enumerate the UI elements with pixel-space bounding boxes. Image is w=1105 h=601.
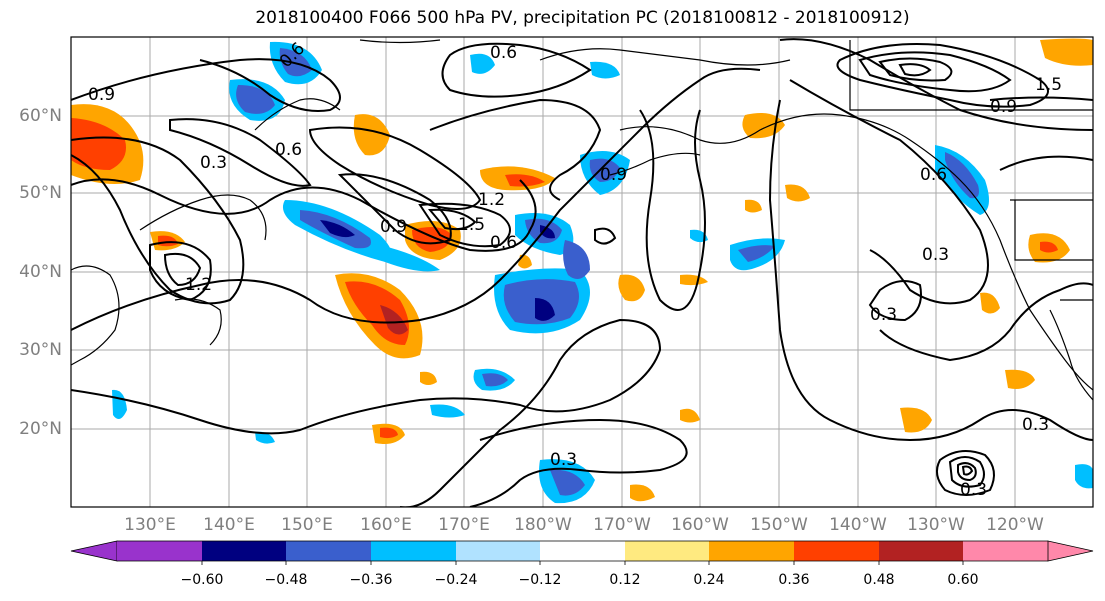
contour-label: 0.3 <box>960 480 987 500</box>
contour-label: 1.5 <box>1035 75 1062 95</box>
lon-label: 180°W <box>514 515 572 535</box>
colorbar-tick-label: −0.12 <box>518 572 562 588</box>
contour-label: 0.9 <box>380 217 407 237</box>
contour-label: 0.3 <box>550 450 577 470</box>
contour-label: 0.3 <box>1022 415 1049 435</box>
colorbar-tick-label: −0.36 <box>349 572 393 588</box>
lat-label: 40°N <box>19 262 62 282</box>
lon-label: 160°E <box>360 515 412 535</box>
contour-label: 0.3 <box>870 305 897 325</box>
map-title: 2018100400 F066 500 hPa PV, precipitatio… <box>255 8 910 28</box>
colorbar <box>70 540 1094 565</box>
lon-label: 130°E <box>124 515 176 535</box>
precip-shading <box>71 38 1093 504</box>
contour-label: 0.6 <box>275 140 302 160</box>
lat-label: 60°N <box>19 106 62 126</box>
contour-label: 0.6 <box>920 165 947 185</box>
contour-label: 0.3 <box>922 245 949 265</box>
lon-label: 130°W <box>907 515 965 535</box>
contour-label: 1.2 <box>478 190 505 210</box>
contour-label: 0.6 <box>490 43 517 63</box>
colorbar-tick-label: −0.24 <box>434 572 478 588</box>
lon-label: 160°W <box>671 515 729 535</box>
colorbar-tick-label: 0.36 <box>778 572 810 588</box>
colorbar-tick-label: 0.24 <box>693 572 725 588</box>
coastlines <box>71 39 1093 401</box>
contour-label: 0.9 <box>88 85 115 105</box>
contour-label: 0.3 <box>200 153 227 173</box>
lat-label: 20°N <box>19 419 62 439</box>
contour-label: 0.6 <box>490 233 517 253</box>
lat-label: 30°N <box>19 340 62 360</box>
lat-label: 50°N <box>19 183 62 203</box>
colorbar-tick-label: 0.48 <box>863 572 895 588</box>
lon-label: 140°W <box>829 515 887 535</box>
pv-contours <box>71 38 1093 507</box>
contour-labels: 0.9 0.6 0.6 1.5 0.9 0.6 0.3 1.2 1.5 0.9 … <box>88 39 1062 500</box>
colorbar-tick-label: 0.60 <box>947 572 979 588</box>
contour-label: 0.9 <box>990 97 1017 117</box>
lon-label: 170°E <box>438 515 490 535</box>
contour-label: 0.9 <box>600 165 627 185</box>
colorbar-tick-label: −0.48 <box>264 572 308 588</box>
lon-label: 140°E <box>203 515 255 535</box>
map-frame <box>70 36 1094 508</box>
colorbar-tick-label: −0.60 <box>180 572 224 588</box>
lon-label: 120°W <box>986 515 1044 535</box>
contour-label: 1.5 <box>458 215 485 235</box>
contour-label: 1.2 <box>185 275 212 295</box>
colorbar-tick-label: 0.12 <box>609 572 641 588</box>
lon-label: 170°W <box>593 515 651 535</box>
lon-label: 150°W <box>750 515 808 535</box>
lon-label: 150°E <box>281 515 333 535</box>
